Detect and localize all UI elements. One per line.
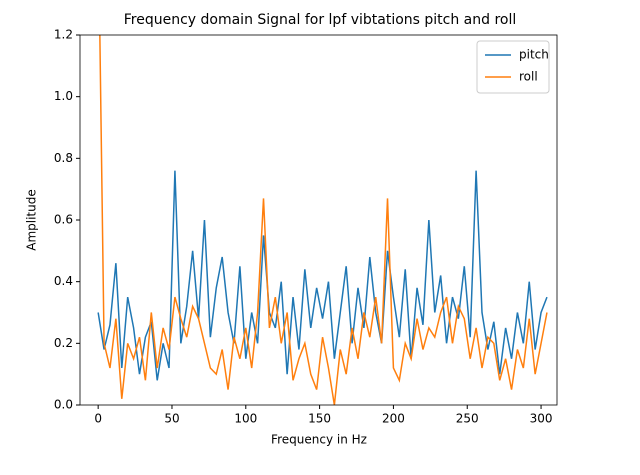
x-tick-label: 150	[308, 412, 331, 426]
line-series	[97, 170, 548, 381]
x-tick-label: 0	[94, 412, 102, 426]
x-tick-label: 300	[530, 412, 553, 426]
legend-box	[476, 40, 550, 94]
y-tick-label: 0.4	[54, 274, 73, 288]
x-tick-label: 100	[234, 412, 257, 426]
y-tick-label: 1.2	[54, 28, 73, 42]
legend-label: roll	[519, 70, 538, 84]
x-axis-label: Frequency in Hz	[271, 433, 367, 447]
y-axis-label: Amplitude	[25, 189, 39, 251]
y-tick-label: 1.0	[54, 89, 73, 103]
x-tick-label: 50	[164, 412, 179, 426]
y-tick-label: 0.0	[54, 398, 73, 412]
line-series	[99, 35, 548, 405]
x-tick-label: 250	[456, 412, 479, 426]
y-tick-label: 0.6	[54, 213, 73, 227]
y-tick-label: 0.2	[54, 336, 73, 350]
y-tick-label: 0.8	[54, 151, 73, 165]
plot-area	[97, 35, 548, 405]
x-tick-label: 200	[382, 412, 405, 426]
legend-label: pitch	[519, 48, 549, 62]
chart-title: Frequency domain Signal for lpf vibtatio…	[124, 12, 517, 28]
